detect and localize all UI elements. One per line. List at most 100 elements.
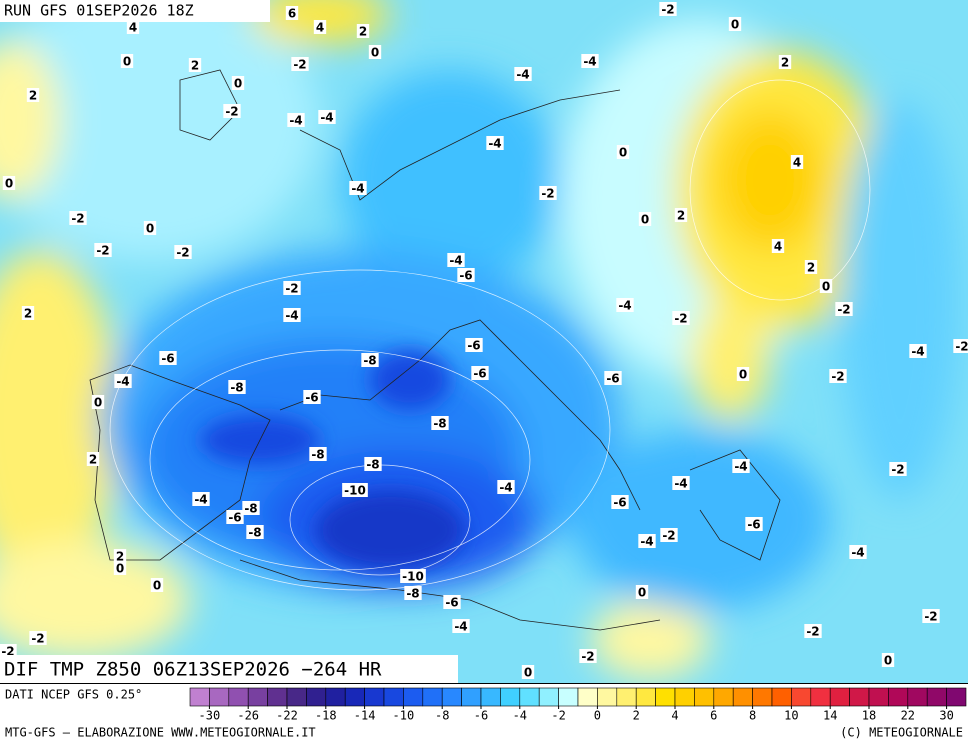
colorbar-swatch [926, 687, 947, 707]
contour-label-bg [881, 653, 895, 667]
contour-label: 2 [359, 25, 367, 39]
contour-label: 0 [619, 146, 627, 160]
colorbar-swatch [674, 687, 695, 707]
contour-label-bg [611, 495, 629, 509]
contour-label: -4 [618, 299, 631, 313]
contour-label: -8 [248, 526, 261, 540]
contour-label: -4 [285, 309, 298, 323]
contour-label-bg [728, 17, 742, 31]
contour-label: -8 [363, 354, 376, 368]
contour-label-bg [291, 57, 309, 71]
contour-label-bg [778, 55, 792, 69]
colorbar-swatch [655, 687, 676, 707]
contour-label: -6 [161, 352, 174, 366]
contour-label: 0 [371, 46, 379, 60]
map-field [0, 0, 968, 683]
contour-label-bg [581, 54, 599, 68]
contour-label: -4 [454, 620, 467, 634]
contour-label-bg [745, 517, 763, 531]
colorbar-swatch [849, 687, 870, 707]
contour-label-bg [283, 308, 301, 322]
contour-label-bg [113, 549, 127, 563]
map-title: DIF TMP Z850 06Z13SEP2026 −264 HR [4, 659, 382, 681]
contour-label-bg [732, 459, 750, 473]
colorbar-swatch [771, 687, 792, 707]
colorbar-swatch [732, 687, 753, 707]
run-box [0, 0, 270, 22]
contour-label-bg [804, 260, 818, 274]
contour-label-bg [465, 338, 483, 352]
contour-label: 0 [638, 586, 646, 600]
contour-label-bg [922, 609, 940, 623]
contour-label-bg [287, 113, 305, 127]
contour-label: 2 [29, 89, 37, 103]
colorbar-swatch [635, 687, 656, 707]
colorbar-swatch [577, 687, 598, 707]
colorbar-swatch [403, 687, 424, 707]
contour-label: -4 [640, 535, 653, 549]
contour-label-bg [159, 351, 177, 365]
contour-label: -6 [606, 372, 619, 386]
contour-label-bg [471, 366, 489, 380]
contour-label-bg [672, 476, 690, 490]
contour-label: 0 [822, 280, 830, 294]
contour-label-bg [188, 58, 202, 72]
contour-label-bg [889, 462, 907, 476]
contour-label: 2 [89, 453, 97, 467]
coastlines [89, 69, 781, 631]
contour-label-bg [835, 302, 853, 316]
contour-label: -6 [747, 518, 760, 532]
colorbar-swatch [713, 687, 734, 707]
contour-label-bg [660, 528, 678, 542]
contour-label-bg [309, 447, 327, 461]
contour-label: -4 [734, 460, 747, 474]
contour-label-bg [2, 176, 16, 190]
contour-label: 6 [288, 7, 296, 21]
contour-label-bg [909, 344, 927, 358]
contour-label-bg [672, 311, 690, 325]
contour-label-bg [192, 492, 210, 506]
contour-label-bg [539, 186, 557, 200]
contour-label: -10 [344, 484, 366, 498]
colorbar-swatch [441, 687, 462, 707]
contour-label-bg [69, 211, 87, 225]
contour-label: -4 [499, 481, 512, 495]
contour-label-bg [283, 281, 301, 295]
contour-label: -4 [449, 254, 462, 268]
contour-label-bg [638, 212, 652, 226]
contour-label: 0 [641, 213, 649, 227]
colorbar-tick-label: -10 [393, 709, 415, 723]
contour-label: -2 [31, 632, 44, 646]
contour-label-bg [285, 6, 299, 20]
contour-label-bg [819, 279, 833, 293]
colorbar-swatch [694, 687, 715, 707]
contour-label: 0 [884, 654, 892, 668]
contour-label: 0 [94, 396, 102, 410]
contour-label-bg [635, 585, 649, 599]
contour-label-bg [126, 20, 140, 34]
contour-label-bg [486, 136, 504, 150]
contour-label-bg [674, 208, 688, 222]
colorbar-swatch [791, 687, 812, 707]
source-label: DATI NCEP GFS 0.25° [5, 688, 142, 702]
title-box [0, 655, 458, 683]
contour-label-bg [349, 181, 367, 195]
contour-label: 4 [316, 21, 324, 35]
contour-label: 0 [116, 562, 124, 576]
contour-label: -8 [311, 448, 324, 462]
contour-label-bg [497, 480, 515, 494]
contour-label-bg [659, 2, 677, 16]
contour-label-bg [150, 578, 164, 592]
contour-label: 2 [116, 550, 124, 564]
contour-label: 0 [123, 55, 131, 69]
colorbar-swatch [383, 687, 404, 707]
colorbar-swatch [946, 687, 967, 707]
contour-label-bg [400, 569, 426, 583]
colorbar-tick-label: 30 [939, 709, 953, 723]
contour-label: -6 [305, 391, 318, 405]
contour-label-bg [313, 20, 327, 34]
contour-label-bg [242, 501, 260, 515]
contour-label: -4 [289, 114, 302, 128]
contour-label-bg [0, 644, 17, 658]
